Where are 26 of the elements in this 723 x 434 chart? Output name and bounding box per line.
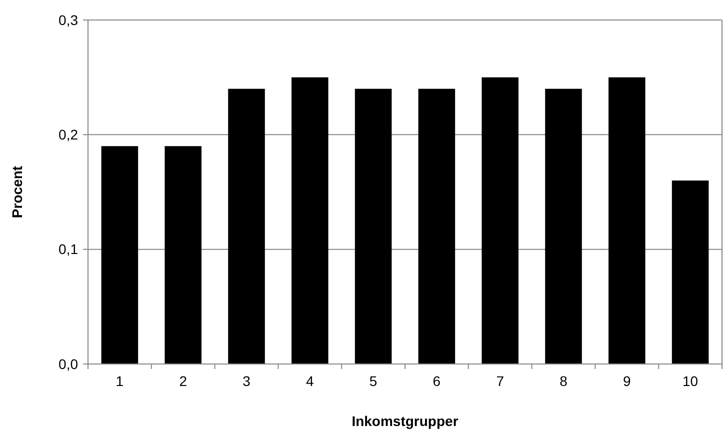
bar [545, 88, 582, 364]
x-tick-label: 9 [623, 373, 631, 389]
x-tick-label: 4 [306, 373, 314, 389]
bar [482, 77, 518, 364]
bar [228, 88, 265, 364]
y-tick-label: 0,0 [58, 356, 78, 372]
x-tick-label: 1 [116, 373, 124, 389]
x-tick-label: 7 [496, 373, 504, 389]
y-tick-label: 0,1 [58, 241, 78, 258]
y-axis-title: Procent [9, 166, 25, 218]
x-tick-label: 5 [369, 373, 378, 389]
x-tick-label: 10 [682, 373, 698, 389]
bar [608, 77, 646, 364]
bar [418, 88, 456, 364]
x-axis-title: Inkomstgrupper [352, 413, 459, 429]
bar [164, 146, 202, 364]
y-tick-label: 0,2 [58, 126, 78, 143]
x-tick-label: 8 [560, 373, 568, 389]
bar [672, 180, 709, 364]
x-tick-label: 2 [179, 373, 188, 389]
bar [354, 88, 392, 364]
x-tick-label: 6 [432, 373, 441, 389]
bar [292, 77, 328, 364]
x-tick-label: 3 [242, 373, 251, 389]
bar [101, 146, 138, 364]
y-tick-label: 0,3 [58, 12, 78, 28]
